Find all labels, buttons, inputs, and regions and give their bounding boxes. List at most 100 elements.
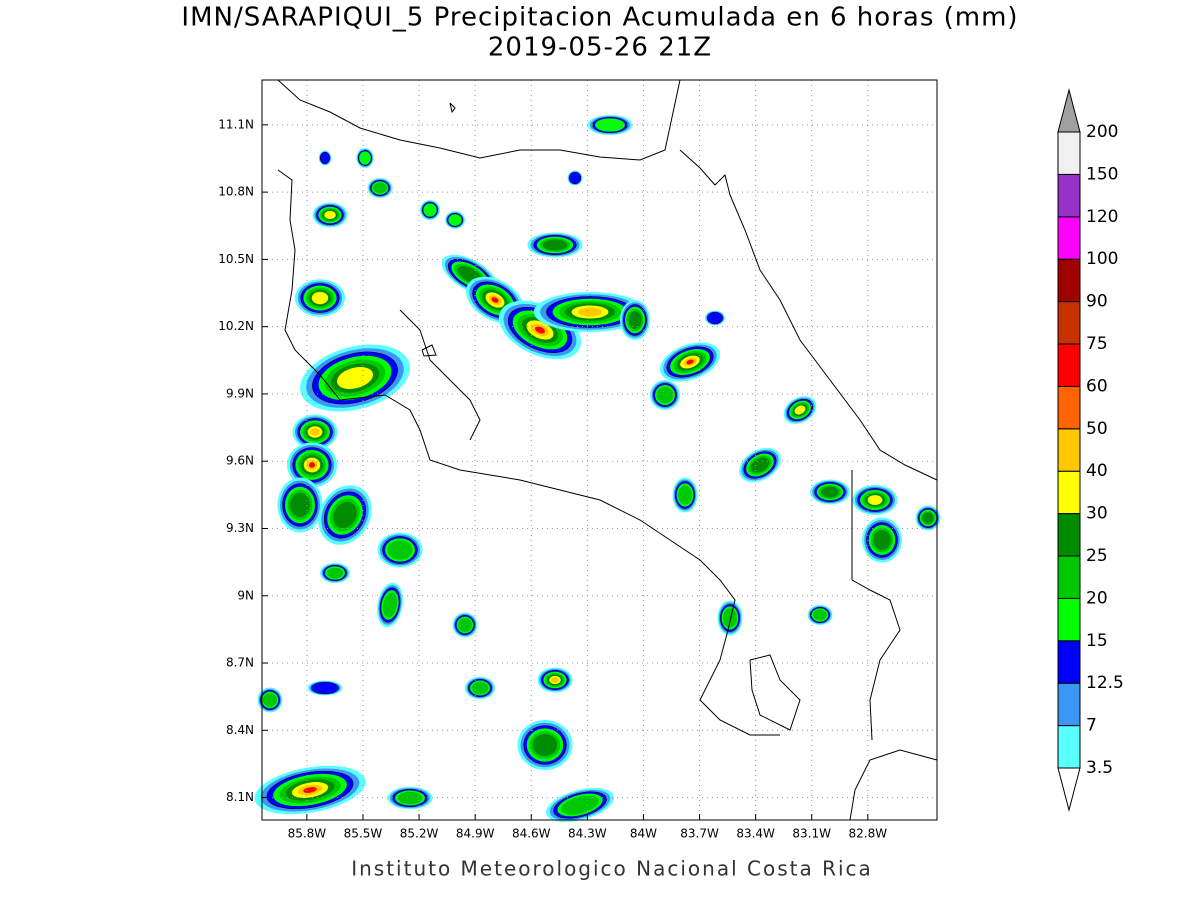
y-tick-label: 8.4N: [226, 723, 254, 737]
colorbar-label: 15: [1086, 631, 1108, 651]
colorbar-box: [1057, 343, 1081, 387]
precip-contour: [794, 405, 806, 415]
y-tick-label: 9.6N: [226, 454, 254, 468]
y-tick-label: 9N: [237, 588, 254, 602]
precip-contour: [303, 787, 317, 793]
precip-contour: [922, 512, 934, 524]
colorbar-over: [1057, 88, 1081, 133]
x-tick-label: 83.7W: [680, 827, 719, 841]
x-tick-label: 82.8W: [849, 827, 888, 841]
x-tick-label: 84.3W: [568, 827, 607, 841]
precip-contour: [750, 457, 770, 473]
precip-contour: [532, 734, 558, 756]
colorbar-box: [1057, 301, 1081, 345]
y-tick-label: 11.1N: [218, 117, 254, 131]
x-tick-label: 85.8W: [288, 827, 327, 841]
precip-contour: [706, 311, 724, 325]
precip-contour: [686, 359, 694, 365]
precip-contour: [326, 567, 344, 579]
colorbar: 3.5 7 12.5 15 20 25 30 40 50 60 75 90 100 120 150 200: [1057, 88, 1124, 812]
coastline: [277, 169, 780, 736]
colorbar-label: 7: [1086, 716, 1097, 736]
map-area: [262, 80, 937, 820]
coastline: [399, 309, 481, 441]
precip-contour: [311, 681, 339, 695]
precip-contour: [561, 795, 599, 815]
precip-contour: [311, 291, 329, 305]
title-line-2: 2019-05-26 21Z: [488, 33, 712, 63]
colorbar-label: 12.5: [1086, 673, 1124, 693]
precip-contour: [309, 462, 315, 468]
axis-ticks: 85.8W 85.5W 85.2W 84.9W 84.6W 84.3W 84W 83.7W 83…: [218, 117, 887, 840]
precip-contour: [821, 486, 839, 498]
colorbar-box: [1057, 428, 1081, 472]
colorbar-box: [1057, 131, 1081, 175]
precip-contour: [382, 592, 398, 618]
precip-contour: [290, 492, 310, 518]
colorbar-label: 120: [1086, 207, 1118, 227]
colorbar-under: [1057, 767, 1081, 812]
y-tick-label: 9.9N: [226, 386, 254, 400]
colorbar-box: [1057, 385, 1081, 430]
colorbar-label: 30: [1086, 504, 1108, 524]
precip-contour: [568, 171, 582, 185]
coastline: [421, 344, 437, 357]
colorbar-label: 50: [1086, 419, 1108, 439]
colorbar-box: [1057, 470, 1081, 515]
colorbar-box: [1057, 173, 1081, 218]
precip-contour: [319, 151, 331, 165]
grid: [262, 80, 937, 820]
precip-contour: [387, 540, 413, 560]
coastline: [277, 79, 681, 161]
precip-contour: [333, 501, 357, 529]
colorbar-box: [1057, 258, 1081, 303]
colorbar-label: 60: [1086, 376, 1108, 396]
colorbar-label: 40: [1086, 461, 1108, 481]
x-tick-label: 84W: [630, 827, 657, 841]
precip-contour: [577, 307, 603, 317]
colorbar-box: [1057, 555, 1081, 599]
precip-contour: [448, 214, 462, 226]
precip-contour: [491, 297, 499, 303]
coastlines: [277, 79, 938, 821]
colorbar-label: 90: [1086, 292, 1108, 312]
y-tick-label: 8.7N: [226, 656, 254, 670]
colorbar-label: 200: [1086, 122, 1118, 142]
precip-contour: [397, 791, 423, 805]
colorbar-label: 150: [1086, 164, 1118, 184]
precip-contour: [263, 693, 277, 707]
coastline: [849, 749, 938, 821]
precip-contour: [542, 239, 568, 251]
colorbar-box: [1057, 682, 1081, 727]
title-line-1: IMN/SARAPIQUI_5 Precipitacion Acumulada …: [181, 3, 1018, 33]
precip-contour: [723, 608, 737, 628]
colorbar-label: 25: [1086, 546, 1108, 566]
y-tick-label: 10.8N: [218, 185, 254, 199]
colorbar-label: 3.5: [1086, 758, 1113, 778]
x-tick-label: 84.9W: [456, 827, 495, 841]
y-tick-label: 9.3N: [226, 521, 254, 535]
colorbar-box: [1057, 640, 1081, 684]
precip-contour: [471, 681, 489, 695]
coastline: [749, 654, 801, 731]
precip-contour: [423, 203, 437, 217]
colorbar-box: [1057, 513, 1081, 557]
coastline: [449, 102, 456, 114]
precip-contour: [595, 118, 625, 132]
precip-contour: [535, 326, 545, 334]
precip-contour: [359, 151, 371, 165]
colorbar-box: [1057, 216, 1081, 260]
x-tick-label: 85.2W: [400, 827, 439, 841]
y-tick-label: 10.5N: [218, 252, 254, 266]
y-tick-label: 8.1N: [226, 790, 254, 804]
precip-contour: [678, 485, 692, 505]
footer: Instituto Meteorologico Nacional Costa R…: [351, 857, 873, 881]
precip-contour: [551, 677, 559, 683]
x-tick-label: 83.1W: [792, 827, 831, 841]
precip-contour: [628, 311, 642, 329]
x-tick-label: 83.4W: [736, 827, 775, 841]
coastline: [679, 149, 938, 481]
precip-contour: [310, 428, 320, 436]
colorbar-box: [1057, 597, 1081, 642]
